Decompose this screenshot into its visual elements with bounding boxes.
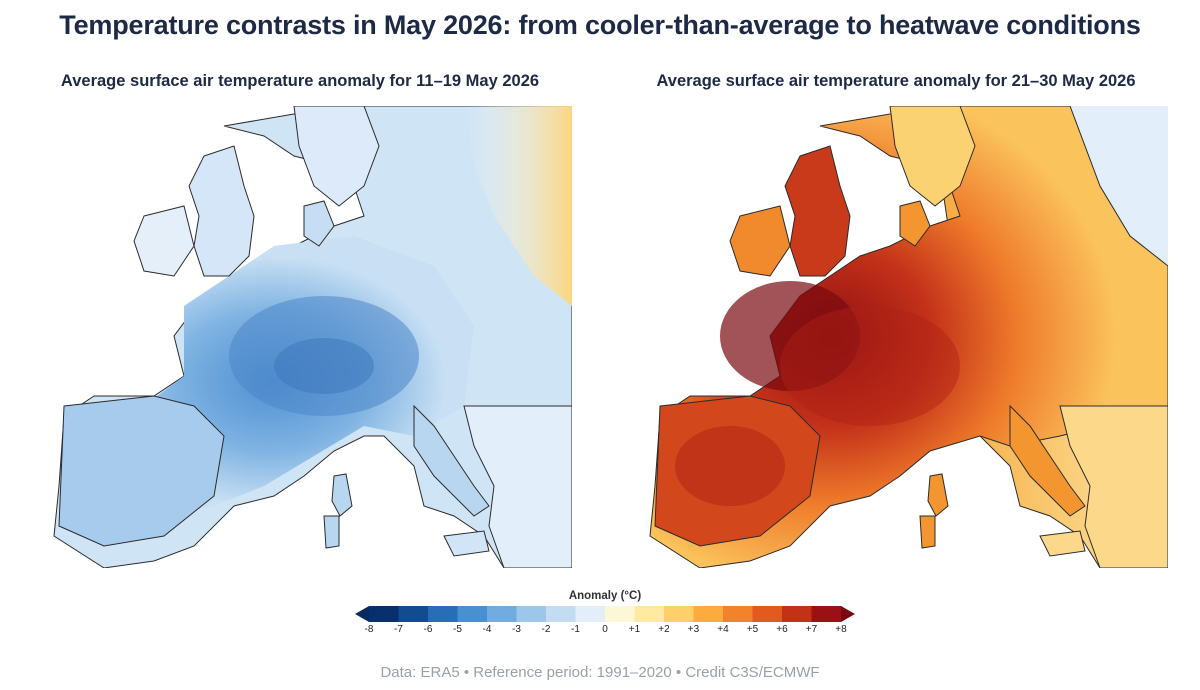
data-credit: Data: ERA5 • Reference period: 1991–2020… xyxy=(380,664,820,681)
legend-tick-label: -8 xyxy=(364,624,374,635)
legend-min-extension xyxy=(355,606,369,622)
legend-color-swatch xyxy=(634,606,665,622)
legend-title: Anomaly (°C) xyxy=(568,590,642,602)
legend-color-swatch xyxy=(782,606,812,622)
legend-color-swatch xyxy=(811,606,842,622)
legend-color-swatch xyxy=(398,606,429,622)
legend-color-swatch xyxy=(575,606,606,622)
legend-tick-label: +4 xyxy=(717,624,729,635)
right-anomaly-map xyxy=(630,106,1168,568)
legend-tick-label: +5 xyxy=(746,624,759,635)
legend-tick-label: +8 xyxy=(835,624,847,635)
left-land xyxy=(53,106,572,568)
legend-tick-label: -4 xyxy=(482,624,492,635)
left-panel-subtitle: Average surface air temperature anomaly … xyxy=(60,72,540,90)
legend-tick-label: +2 xyxy=(658,624,670,635)
legend-max-extension xyxy=(841,606,855,622)
anomaly-colorbar-legend: Anomaly (°C) -8 -7 -6 -5 -4 -3 -2 -1 0 +1 +2 +3 +4 +5… xyxy=(355,590,855,650)
legend-tick-label: -2 xyxy=(541,624,551,635)
legend-tick-label: +7 xyxy=(805,624,818,635)
legend-color-swatch xyxy=(369,606,399,622)
legend-tick-label: +3 xyxy=(687,624,700,635)
left-anomaly-map xyxy=(34,106,572,568)
legend-color-swatch xyxy=(428,606,458,622)
legend-color-swatch xyxy=(546,606,576,622)
legend-color-swatch xyxy=(664,606,694,622)
legend-colorbar xyxy=(355,606,855,622)
legend-color-swatch xyxy=(516,606,547,622)
legend-tick-label: +6 xyxy=(776,624,788,635)
legend-tick-label: -6 xyxy=(423,624,433,635)
legend-tick-label: +1 xyxy=(628,624,641,635)
legend-tick-labels: -8 -7 -6 -5 -4 -3 -2 -1 0 +1 +2 +3 +4 +5 +6 +7 +8 xyxy=(355,624,855,638)
legend-color-swatch xyxy=(723,606,753,622)
legend-tick-label: -3 xyxy=(512,624,521,635)
right-panel-subtitle: Average surface air temperature anomaly … xyxy=(656,72,1136,90)
legend-color-swatch xyxy=(457,606,488,622)
legend-tick-label: -5 xyxy=(453,624,462,635)
legend-tick-label: -7 xyxy=(394,624,403,635)
legend-color-swatch xyxy=(487,606,517,622)
legend-tick-label: -1 xyxy=(571,624,580,635)
page-title: Temperature contrasts in May 2026: from … xyxy=(59,10,1141,40)
legend-color-swatch xyxy=(693,606,724,622)
legend-color-swatch xyxy=(752,606,783,622)
legend-color-swatch xyxy=(605,606,635,622)
legend-tick-label: 0 xyxy=(602,624,608,635)
